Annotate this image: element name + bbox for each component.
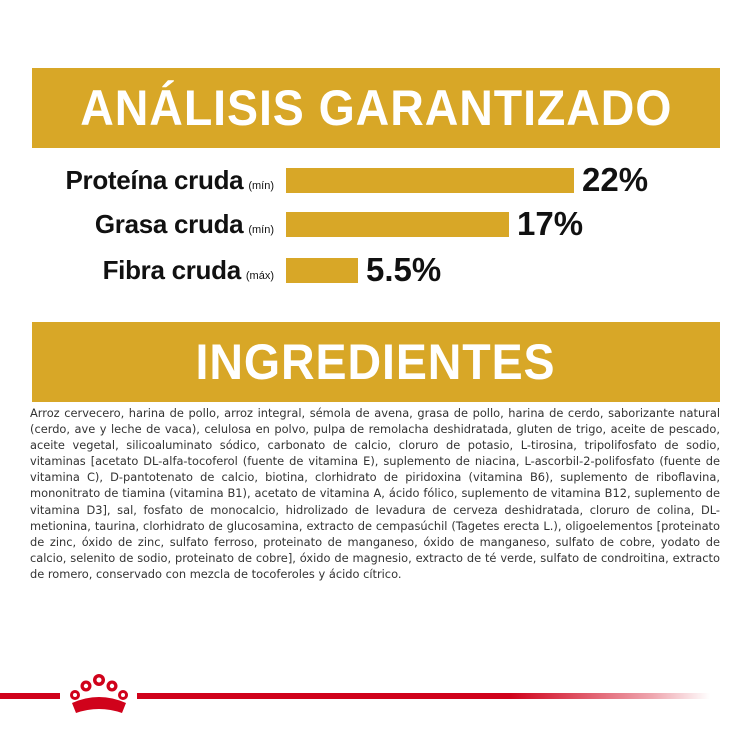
crown-icon [70,674,128,713]
analysis-row-fiber: Fibra cruda (máx) 5.5% [0,250,750,290]
nutrient-value: 17% [517,205,584,242]
analysis-bars: Proteína cruda (mín) 22% Grasa cruda (mín)… [0,158,750,298]
nutrient-qualifier: (mín) [248,180,274,192]
analysis-row-label: Fibra cruda (máx) [103,250,274,290]
footer-red-line-left [0,693,60,699]
nutrient-value: 5.5% [366,251,442,288]
nutrient-name: Proteína cruda [65,165,244,195]
nutrient-value: 22% [582,161,649,198]
footer-red-line-right [137,693,710,699]
nutrient-qualifier: (máx) [245,270,274,282]
nutrient-qualifier: (mín) [248,224,274,236]
analysis-row-protein: Proteína cruda (mín) 22% [0,160,750,200]
ingredients-text: Arroz cervecero, harina de pollo, arroz … [30,406,720,581]
analysis-title: ANÁLISIS GARANTIZADO [79,80,673,136]
ingredients-title: INGREDIENTES [196,334,556,390]
analysis-row-label: Proteína cruda (mín) [65,160,274,200]
nutrient-bar [286,212,509,237]
analysis-row-fat: Grasa cruda (mín) 17% [0,204,750,244]
nutrient-name: Grasa cruda [94,209,244,239]
ingredients-banner: INGREDIENTES [32,322,720,402]
analysis-row-label: Grasa cruda (mín) [95,204,274,244]
nutrient-bar [286,168,574,193]
nutrient-bar [286,258,358,283]
nutrient-name: Fibra cruda [102,255,242,285]
analysis-banner: ANÁLISIS GARANTIZADO [32,68,720,148]
